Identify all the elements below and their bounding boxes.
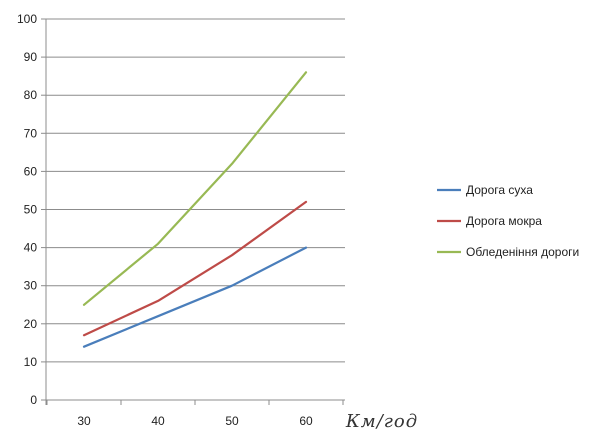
- y-tick-label: 90: [24, 50, 38, 64]
- series-line: [82, 200, 308, 337]
- gridlines: [46, 18, 345, 363]
- y-tick-label: 10: [24, 355, 38, 369]
- y-tick-label: 60: [24, 164, 38, 178]
- y-tick-label: 40: [24, 241, 38, 255]
- x-tick-label: 50: [225, 414, 239, 428]
- x-tick-label: 40: [151, 414, 165, 428]
- y-tick-label: 50: [24, 203, 38, 217]
- y-tick-label: 20: [24, 317, 38, 331]
- x-tick-label: 30: [77, 414, 91, 428]
- legend-label: Обледеніння дороги: [466, 245, 579, 259]
- y-axis: 0 10 20 30 40 50 60 70 80 90 100: [17, 12, 47, 407]
- x-tick-label: 60: [299, 414, 313, 428]
- x-axis-title: Км/год: [345, 411, 418, 432]
- legend: Дорога суха Дорога мокра Обледеніння дорог…: [437, 183, 579, 259]
- y-tick-label: 80: [24, 88, 38, 102]
- series-line: [82, 246, 308, 348]
- y-tick-label: 70: [24, 126, 38, 140]
- y-tick-label: 0: [30, 393, 37, 407]
- series-lines: [82, 71, 308, 348]
- x-axis: 30 40 50 60: [46, 399, 345, 428]
- legend-label: Дорога суха: [466, 183, 533, 197]
- y-tick-label: 100: [17, 12, 37, 26]
- legend-label: Дорога мокра: [466, 214, 542, 228]
- y-tick-label: 30: [24, 279, 38, 293]
- series-line: [82, 71, 308, 306]
